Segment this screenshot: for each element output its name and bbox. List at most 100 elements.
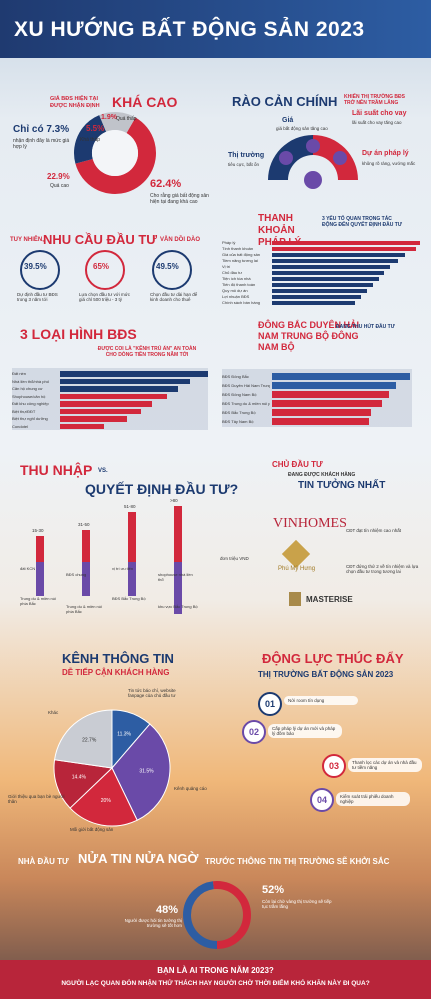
ptype-label-5: Biệt thự/ĐĐT — [12, 408, 36, 414]
s11-pre: NHÀ ĐẦU TƯ — [18, 857, 69, 866]
s4-sub: 3 YẾU TỐ QUAN TRỌNG TÁC ĐỘNG ĐẾN QUYẾT Đ… — [322, 216, 402, 228]
s11-right-label: Còn lại chờ vàng thị trường sẽ tiếp tục … — [262, 899, 332, 909]
legal-bar-2 — [272, 253, 406, 257]
legal-label-3: Tiềm năng tương lai — [222, 258, 258, 263]
legal-label-10: Chính sách bán hàng — [222, 300, 261, 305]
income-top-label-1: BĐS chung — [66, 572, 87, 577]
s2-item-3-desc: không rõ ràng, vướng mắc — [362, 161, 416, 166]
legal-bar-1 — [272, 247, 416, 251]
phu-my-hung-logo: Phú Mỹ Hưng — [278, 566, 316, 572]
vinhomes-logo: VINHOMES — [273, 516, 347, 531]
s2-sub: KHIẾN THỊ TRƯỜNG BĐS TRỞ NÊN TRẦM LẮNG — [344, 94, 405, 106]
channel-slice-label-3: 14.4% — [72, 775, 87, 781]
legal-label-1: Tính thanh khoản — [222, 246, 254, 251]
region-label-4: BĐS Bắc Trung Bộ — [222, 410, 256, 415]
driver-num-1: 02 — [242, 720, 266, 744]
s8-mid: ĐANG ĐƯỢC KHÁCH HÀNG — [288, 472, 356, 478]
s2-item-0-desc: giá bất động sản tăng cao — [276, 126, 328, 131]
income-range-1: 31-50 — [78, 522, 90, 527]
legal-bar-chart: Pháp lý Tính thanh khoản Giá của bất động … — [222, 240, 422, 306]
ptype-label-2: Căn hộ chung cư — [12, 386, 43, 391]
income-bot-label-3: khu vực Bắc Trung Bộ — [158, 604, 198, 609]
channel-slice-3 — [53, 759, 114, 809]
driver-text-0: Nới room tín dụng — [284, 696, 358, 705]
s2-item-3-name: Dự án pháp lý — [362, 150, 409, 157]
income-bar-bot-1 — [82, 562, 90, 596]
legal-bar-3 — [272, 259, 398, 263]
s2-item-1-desc: lãi suất cho vay tăng cao — [352, 120, 402, 125]
s3-pre: TUY NHIÊN, — [10, 237, 44, 243]
ptype-bar-0 — [60, 371, 208, 377]
s3-post: VẪN DỒI DÀO — [160, 237, 201, 243]
ptype-bar-5 — [60, 408, 142, 414]
region-bar-0 — [272, 373, 410, 380]
trust-donut — [183, 881, 251, 949]
income-top-label-3: shophouse nhà liền thổ — [158, 572, 193, 582]
ptype-bar-4 — [60, 401, 152, 407]
legal-label-7: Tiến độ thanh toán — [222, 282, 256, 287]
s1-slice-3-label: Khá thấp — [80, 137, 101, 143]
s5-sub: ĐƯỢC COI LÀ "KÊNH TRÚ ẨN" AN TOÀN CHO DÒ… — [97, 346, 197, 358]
s2-title: RÀO CẢN CHÍNH — [232, 94, 338, 109]
s1-slice-2-label: nhận định đây là mức giá hợp lý — [13, 138, 70, 150]
ptype-bar-3 — [60, 393, 167, 399]
driver-num-2: 03 — [322, 754, 346, 778]
s3-stat-1-label: Lựa chọn đầu tư với mức giá chỉ 500 triệ… — [79, 292, 131, 302]
footer-line-2: NGƯỜI LẠC QUAN ĐÓN NHẬN THỬ THÁCH HAY NG… — [61, 980, 370, 987]
ptype-bar-7 — [60, 423, 105, 429]
s3-stat-0-label: Dự định đầu tư BĐS trong 3 năm tới — [17, 292, 58, 302]
s7-t2: QUYẾT ĐỊNH ĐẦU TƯ? — [85, 481, 239, 497]
title-banner — [0, 0, 431, 58]
s2-item-0-name: Giá — [282, 117, 294, 124]
region-bar-2 — [272, 391, 390, 398]
driver-text-1: Cấp pháp lý dự án mới và pháp lý đồm bảo — [268, 724, 342, 738]
channel-slice-2 — [69, 767, 138, 827]
income-bar-bot-3 — [174, 562, 182, 614]
region-label-5: BĐS Tây Nam Bộ — [222, 419, 254, 424]
channel-slice-label-1: 31.5% — [139, 769, 154, 775]
income-range-0: 15-30 — [32, 528, 44, 533]
driver-num-0: 01 — [258, 692, 282, 716]
income-top-label-2: vị trí ưu tiên — [112, 566, 134, 571]
footer-line-1: BẠN LÀ AI TRONG NĂM 2023? — [157, 966, 274, 975]
s9-sub: DỄ TIẾP CẬN KHÁCH HÀNG — [62, 668, 170, 677]
page-title: XU HƯỚNG BẤT ĐỘNG SẢN 2023 — [14, 18, 365, 41]
masterise-logo: MASTERISE — [306, 595, 353, 604]
ptype-bar-1 — [60, 378, 191, 384]
legal-bar-8 — [272, 289, 367, 293]
s1-slice-1-pct: 22.9% — [47, 172, 70, 181]
income-bot-label-1: Trung du & miền núi phía Bắc — [66, 604, 102, 614]
legal-bar-9 — [272, 295, 361, 299]
s11-big: NỬA TIN NỬA NGỜ — [78, 851, 199, 866]
s11-left-pct: 48% — [156, 904, 179, 916]
income-bar-top-1 — [82, 530, 90, 562]
income-bar-top-0 — [36, 536, 44, 562]
region-label-2: BĐS Đông Nam Bộ — [222, 392, 257, 397]
channel-slice-label-2: 20% — [101, 798, 112, 804]
income-bar-bot-2 — [128, 562, 136, 596]
s9-label-4: Khác — [48, 710, 59, 715]
s9-label-2: Mối giới bất động sản — [70, 827, 114, 832]
s1-slice-4-pct: 1.9% — [101, 114, 117, 121]
s6-title: ĐÔNG BẮC DUYÊN HẢI NAM TRUNG BỘ ĐÔNG NAM… — [258, 320, 360, 352]
legal-bar-6 — [272, 277, 379, 281]
s3-stat-1 — [85, 250, 125, 290]
s2-item-1-name: Lãi suất cho vay — [352, 110, 407, 117]
income-bot-label-0: Trung du & miền núi phía Bắc — [20, 596, 56, 606]
s9-title: KÊNH THÔNG TIN — [62, 651, 174, 666]
footer-banner — [0, 960, 431, 999]
s1-slice-4-label: Quá thấp — [116, 116, 137, 122]
s9-label-1: Kênh quảng cáo — [174, 786, 207, 791]
s9-label-3: Giới thiệu qua bạn bè người thân — [8, 794, 65, 804]
s8-brand-0-desc: CĐT đạt tín nhiệm cao nhất — [346, 528, 401, 533]
channel-slice-label-0: 11.3% — [117, 731, 131, 737]
ptype-bar-6 — [60, 416, 127, 422]
barrier-gauge — [268, 135, 358, 189]
income-decision-chart: 15-30 đất KCN Trung du & miền núi phía Bắc… — [14, 498, 214, 630]
s10-sub: THỊ TRƯỜNG BẤT ĐỘNG SẢN 2023 — [258, 670, 394, 679]
phu-my-hung-logo-icon — [281, 539, 311, 569]
income-bar-bot-0 — [36, 562, 44, 596]
s8-pre: CHỦ ĐẦU TƯ — [272, 460, 323, 469]
ptype-label-4: Đất khu công nghiệp — [12, 401, 49, 406]
s1-pre: GIÁ BĐS HIỆN TẠI ĐƯỢC NHẬN ĐỊNH — [50, 96, 100, 109]
